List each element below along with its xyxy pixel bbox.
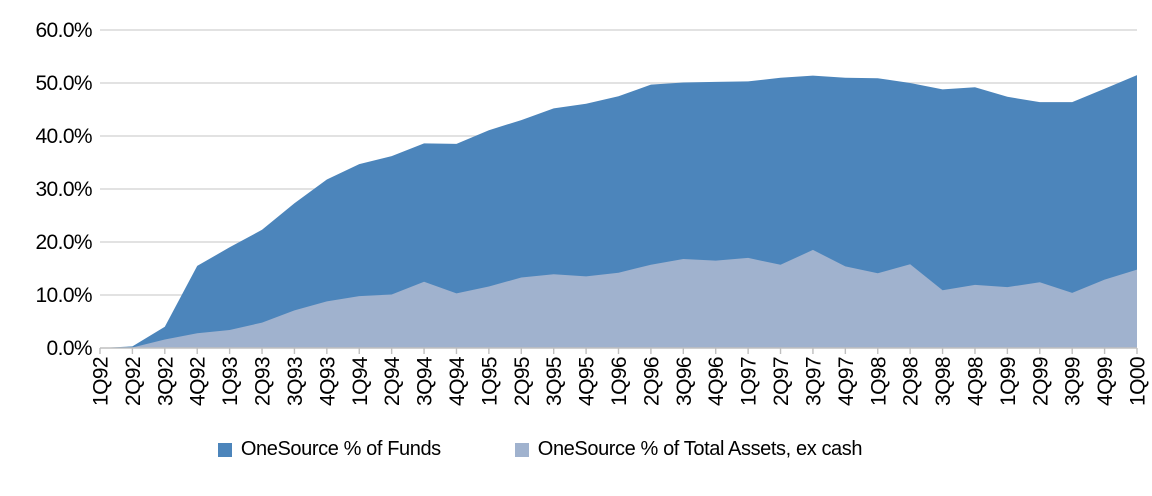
x-axis-tick-label: 3Q96 — [673, 357, 696, 406]
x-axis-tick-label: 2Q92 — [122, 357, 145, 406]
y-axis-tick-label: 10.0% — [35, 284, 92, 307]
x-axis-tick-label: 2Q94 — [381, 356, 404, 406]
x-axis-tick-label: 4Q99 — [1094, 357, 1117, 406]
x-axis-tick-label: 2Q93 — [252, 357, 275, 406]
x-axis-tick-label: 4Q95 — [576, 357, 599, 406]
x-axis-tick-label: 4Q96 — [705, 357, 728, 406]
x-axis-tick-label: 2Q99 — [1029, 357, 1052, 406]
chart-legend: OneSource % of Funds OneSource % of Total… — [0, 438, 1152, 461]
x-axis-tick-label: 1Q92 — [90, 357, 113, 406]
x-axis-tick-label: 1Q98 — [867, 357, 890, 406]
x-axis-tick-label: 4Q93 — [316, 357, 339, 406]
x-axis-tick-label: 4Q92 — [187, 357, 210, 406]
x-axis-tick-label: 4Q94 — [446, 356, 469, 406]
x-axis-tick-label: 3Q93 — [284, 357, 307, 406]
area-onesource-pct-of-total-assets — [100, 249, 1137, 348]
y-axis-tick-label: 60.0% — [35, 19, 92, 42]
x-axis-tick-label: 1Q94 — [349, 356, 372, 406]
legend-label: OneSource % of Funds — [240, 438, 441, 460]
x-axis-tick-label: 4Q97 — [835, 357, 858, 406]
x-axis-tick-label: 2Q96 — [640, 357, 663, 406]
x-axis-tick-label: 1Q93 — [219, 357, 242, 406]
x-axis-tick-label: 1Q96 — [608, 357, 631, 406]
y-axis-tick-label: 40.0% — [35, 125, 92, 148]
x-axis-tick-label: 3Q94 — [414, 356, 437, 406]
legend-entry: OneSource % of Total Assets, ex cash — [514, 438, 863, 461]
x-axis-tick-label: 3Q92 — [154, 357, 177, 406]
legend-swatch-icon — [514, 442, 529, 457]
y-axis-tick-label: 50.0% — [35, 72, 92, 95]
x-axis-tick-label: 3Q98 — [932, 357, 955, 406]
y-axis-tick-label: 20.0% — [35, 231, 92, 254]
x-axis-tick-label: 1Q99 — [997, 357, 1020, 406]
x-axis-tick-label: 2Q98 — [900, 357, 923, 406]
legend-label: OneSource % of Total Assets, ex cash — [537, 438, 863, 460]
x-axis-tick-label: 1Q97 — [738, 357, 761, 406]
x-axis-tick-label: 2Q95 — [511, 357, 534, 406]
x-axis-tick-label: 3Q99 — [1062, 357, 1085, 406]
x-axis-tick-label: 3Q97 — [802, 357, 825, 406]
x-axis-tick-label: 4Q98 — [964, 357, 987, 406]
legend-swatch-icon — [217, 442, 232, 457]
y-axis-tick-label: 30.0% — [35, 178, 92, 201]
y-axis-tick-label: 0.0% — [47, 337, 92, 360]
x-axis-tick-label: 2Q97 — [770, 357, 793, 406]
x-axis-tick-label: 1Q95 — [478, 357, 501, 406]
x-axis-tick-label: 1Q00 — [1127, 357, 1150, 406]
x-axis-tick-label: 3Q95 — [543, 357, 566, 406]
legend-entry: OneSource % of Funds — [217, 438, 441, 461]
